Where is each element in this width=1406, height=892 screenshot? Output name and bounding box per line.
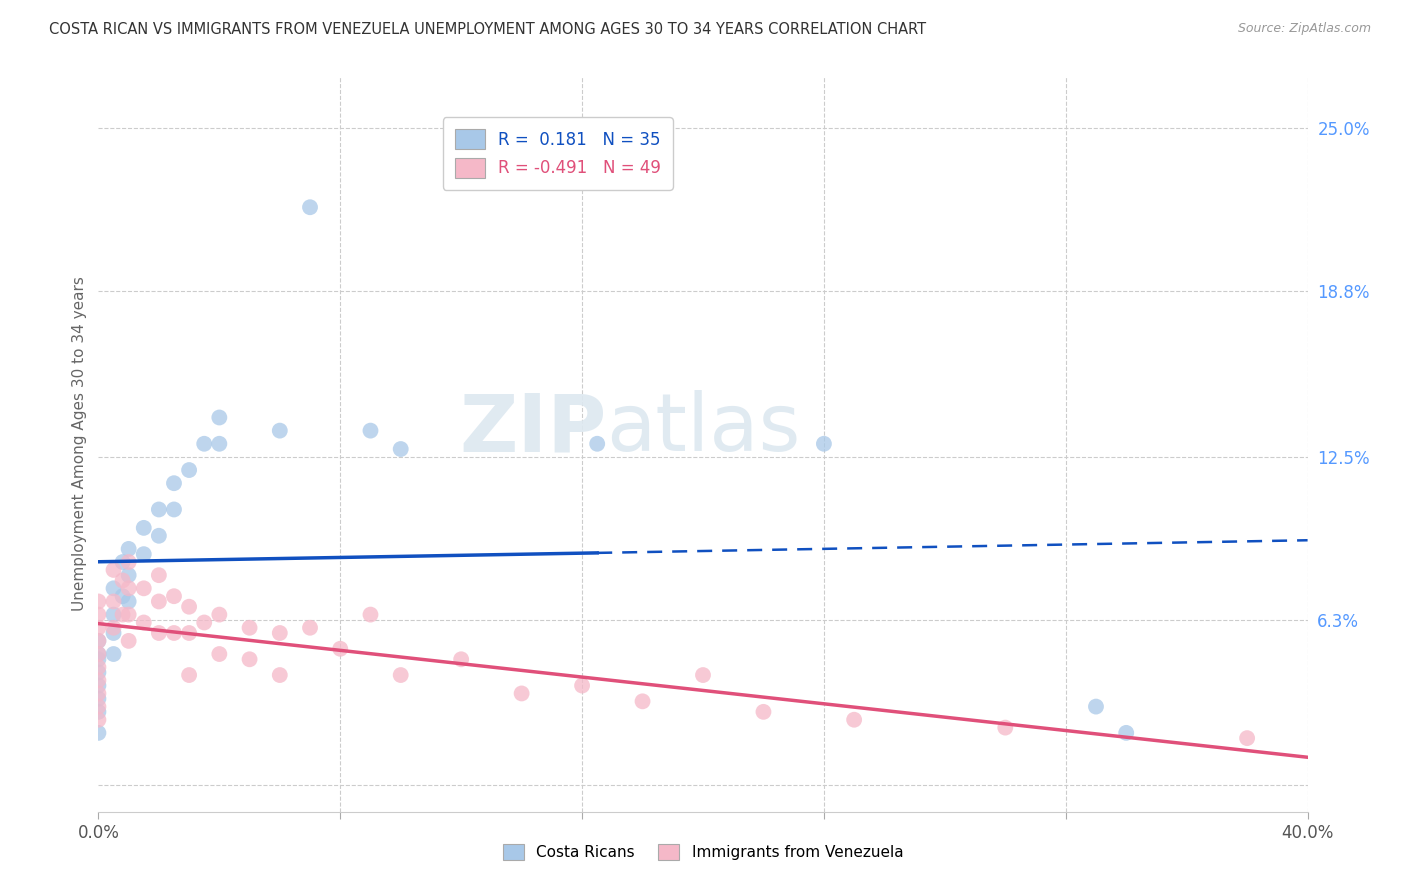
Text: ZIP: ZIP	[458, 390, 606, 468]
Point	[752, 705, 775, 719]
Point	[103, 647, 125, 661]
Point	[269, 668, 291, 682]
Point	[87, 647, 110, 661]
Point	[118, 555, 141, 569]
Point	[132, 521, 155, 535]
Text: Source: ZipAtlas.com: Source: ZipAtlas.com	[1237, 22, 1371, 36]
Point	[360, 424, 382, 438]
Point	[208, 410, 231, 425]
Point	[148, 568, 170, 582]
Legend: R =  0.181   N = 35, R = -0.491   N = 49: R = 0.181 N = 35, R = -0.491 N = 49	[443, 117, 672, 190]
Point	[1115, 726, 1137, 740]
Point	[132, 615, 155, 630]
Point	[87, 665, 110, 680]
Point	[179, 463, 201, 477]
Point	[193, 615, 215, 630]
Point	[87, 673, 110, 688]
Point	[118, 568, 141, 582]
Point	[132, 582, 155, 596]
Point	[118, 541, 141, 556]
Point	[692, 668, 714, 682]
Point	[118, 594, 141, 608]
Point	[87, 594, 110, 608]
Point	[87, 713, 110, 727]
Point	[87, 660, 110, 674]
Point	[111, 574, 134, 588]
Point	[269, 424, 291, 438]
Point	[132, 547, 155, 561]
Point	[163, 476, 186, 491]
Point	[571, 679, 593, 693]
Point	[118, 582, 141, 596]
Legend: Costa Ricans, Immigrants from Venezuela: Costa Ricans, Immigrants from Venezuela	[496, 838, 910, 866]
Point	[844, 713, 866, 727]
Point	[103, 621, 125, 635]
Point	[586, 437, 609, 451]
Point	[87, 621, 110, 635]
Point	[1236, 731, 1258, 746]
Point	[239, 652, 262, 666]
Point	[179, 668, 201, 682]
Point	[87, 647, 110, 661]
Point	[103, 563, 125, 577]
Y-axis label: Unemployment Among Ages 30 to 34 years: Unemployment Among Ages 30 to 34 years	[72, 277, 87, 611]
Point	[87, 699, 110, 714]
Point	[148, 626, 170, 640]
Text: COSTA RICAN VS IMMIGRANTS FROM VENEZUELA UNEMPLOYMENT AMONG AGES 30 TO 34 YEARS : COSTA RICAN VS IMMIGRANTS FROM VENEZUELA…	[49, 22, 927, 37]
Point	[87, 679, 110, 693]
Point	[118, 607, 141, 622]
Point	[389, 442, 412, 456]
Point	[87, 691, 110, 706]
Point	[148, 529, 170, 543]
Point	[193, 437, 215, 451]
Point	[360, 607, 382, 622]
Point	[118, 633, 141, 648]
Point	[299, 200, 322, 214]
Point	[450, 652, 472, 666]
Point	[87, 726, 110, 740]
Point	[179, 599, 201, 614]
Point	[111, 589, 134, 603]
Point	[510, 686, 533, 700]
Point	[87, 607, 110, 622]
Point	[163, 589, 186, 603]
Point	[269, 626, 291, 640]
Point	[631, 694, 654, 708]
Point	[208, 647, 231, 661]
Point	[103, 594, 125, 608]
Point	[299, 621, 322, 635]
Point	[208, 437, 231, 451]
Point	[111, 607, 134, 622]
Point	[103, 607, 125, 622]
Point	[148, 594, 170, 608]
Point	[87, 652, 110, 666]
Point	[87, 633, 110, 648]
Point	[87, 686, 110, 700]
Point	[1085, 699, 1108, 714]
Point	[329, 641, 352, 656]
Point	[103, 626, 125, 640]
Point	[239, 621, 262, 635]
Point	[179, 626, 201, 640]
Point	[148, 502, 170, 516]
Point	[994, 721, 1017, 735]
Point	[87, 633, 110, 648]
Text: atlas: atlas	[606, 390, 800, 468]
Point	[103, 582, 125, 596]
Point	[111, 555, 134, 569]
Point	[389, 668, 412, 682]
Point	[208, 607, 231, 622]
Point	[87, 705, 110, 719]
Point	[163, 502, 186, 516]
Point	[813, 437, 835, 451]
Point	[163, 626, 186, 640]
